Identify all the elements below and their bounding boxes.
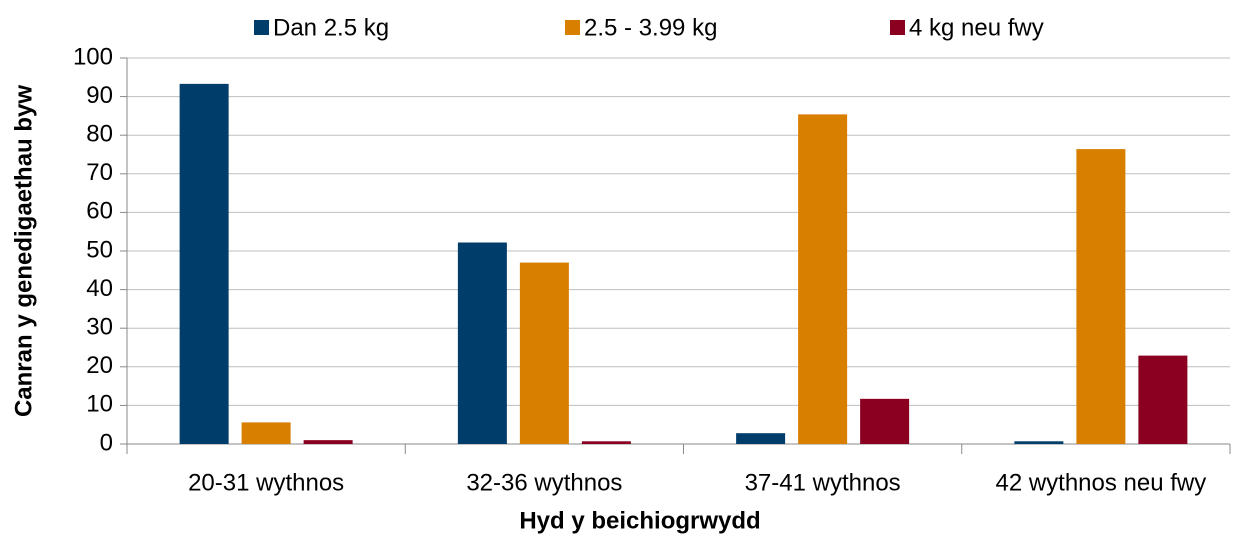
bar: [736, 433, 786, 444]
bar: [457, 242, 507, 444]
bar: [1014, 441, 1064, 444]
y-tick-label: 50: [86, 236, 113, 263]
bar: [303, 440, 353, 444]
legend-label: 2.5 - 3.99 kg: [584, 14, 717, 41]
y-axis-title: Canran y genedigaethau byw: [10, 85, 37, 417]
y-tick-label: 70: [86, 159, 113, 186]
bar: [860, 398, 910, 444]
legend-label: Dan 2.5 kg: [273, 14, 389, 41]
x-tick-label: 32-36 wythnos: [466, 469, 622, 496]
y-tick-label: 10: [86, 391, 113, 418]
x-tick-label: 37-41 wythnos: [745, 469, 901, 496]
y-tick-label: 100: [73, 43, 113, 70]
bar: [1138, 355, 1188, 444]
legend-label: 4 kg neu fwy: [909, 14, 1044, 41]
legend-swatch: [890, 20, 905, 35]
x-tick-label: 42 wythnos neu fwy: [995, 469, 1206, 496]
y-tick-label: 40: [86, 275, 113, 302]
bar: [798, 114, 848, 444]
y-tick-label: 30: [86, 314, 113, 341]
x-axis-title: Hyd y beichiogrwydd: [519, 507, 760, 534]
y-tick-label: 60: [86, 198, 113, 225]
legend-swatch: [565, 20, 580, 35]
legend-swatch: [254, 20, 269, 35]
x-tick-label: 20-31 wythnos: [188, 469, 344, 496]
bar: [581, 441, 631, 444]
bar: [519, 262, 569, 444]
y-tick-label: 90: [86, 82, 113, 109]
y-tick-label: 80: [86, 121, 113, 148]
bar: [241, 422, 291, 444]
bar: [1076, 149, 1126, 444]
y-tick-label: 20: [86, 352, 113, 379]
y-tick-label: 0: [100, 429, 113, 456]
bar: [179, 83, 229, 444]
